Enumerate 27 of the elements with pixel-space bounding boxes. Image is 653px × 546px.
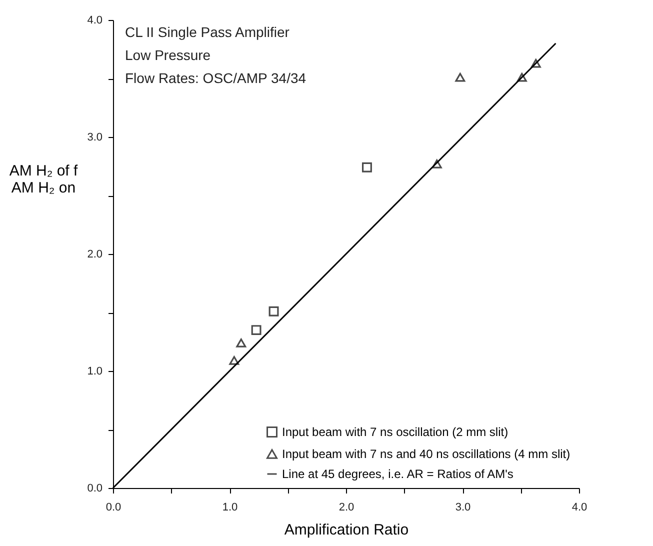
legend-label: Line at 45 degrees, i.e. AR = Ratios of AM's	[282, 467, 514, 481]
point	[455, 72, 466, 82]
point	[251, 325, 262, 336]
x-tick-label: 4.0	[572, 502, 588, 514]
x-tick-label: 0.0	[106, 502, 122, 514]
x-axis-title: Amplification Ratio	[284, 522, 409, 538]
y-axis-title: AM H₂ of f AM H₂ on	[9, 162, 78, 196]
y-tick-label: 3.0	[87, 132, 102, 144]
point	[432, 159, 442, 168]
x-tick-label: 1.0	[222, 502, 238, 514]
point	[236, 338, 246, 348]
annotation: Low Pressure	[125, 47, 211, 63]
point	[362, 162, 372, 172]
y-tick-label: 2.0	[87, 248, 102, 260]
x-tick-label: 3.0	[455, 502, 471, 514]
point	[268, 306, 279, 316]
annotation: CL II Single Pass Amplifier	[125, 24, 290, 40]
legend-label: Input beam with 7 ns oscillation (2 mm slit)	[282, 425, 508, 439]
annotation: Flow Rates: OSC/AMP 34/34	[125, 70, 306, 86]
y-tick-label: 4.0	[87, 14, 102, 26]
point	[229, 356, 240, 365]
point	[530, 58, 541, 68]
y-tick-label: 0.0	[87, 482, 102, 494]
y-tick-label: 1.0	[87, 366, 102, 378]
x-tick-label: 2.0	[338, 502, 354, 514]
point	[516, 72, 527, 82]
legend-label: Input beam with 7 ns and 40 ns oscillations (4 mm slit)	[282, 447, 570, 461]
